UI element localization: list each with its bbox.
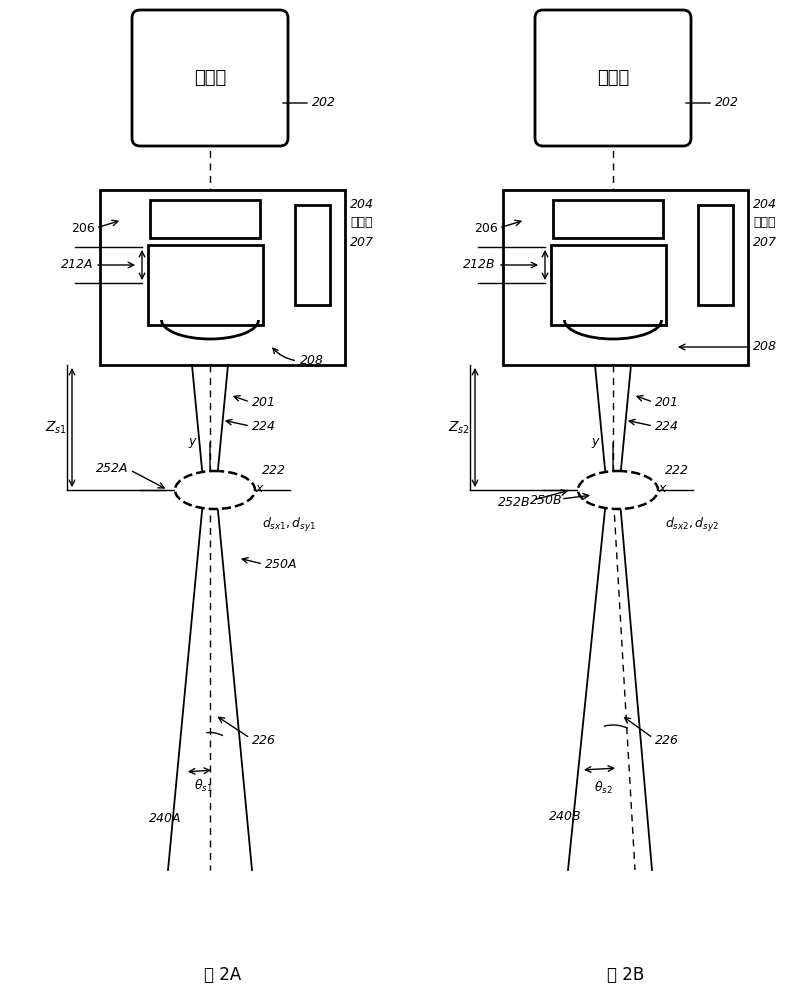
Bar: [503, 190, 748, 365]
Text: 212A: 212A: [60, 258, 93, 271]
Text: x: x: [255, 482, 263, 495]
Text: $Z_{s1}$: $Z_{s1}$: [45, 419, 67, 436]
Text: 204: 204: [350, 198, 374, 211]
Text: 226: 226: [252, 734, 276, 746]
Text: 222: 222: [262, 464, 286, 477]
Text: 207: 207: [350, 236, 374, 249]
Text: 207: 207: [753, 236, 777, 249]
Text: 图 2B: 图 2B: [607, 966, 644, 984]
Text: 240B: 240B: [549, 810, 581, 823]
Text: $d_{sx1},d_{sy1}$: $d_{sx1},d_{sy1}$: [262, 516, 317, 534]
Text: 发射器: 发射器: [597, 69, 629, 87]
Text: 252A: 252A: [95, 462, 128, 475]
Text: 208: 208: [753, 340, 777, 354]
Ellipse shape: [175, 471, 255, 509]
Text: y: y: [592, 436, 599, 448]
Text: y: y: [189, 436, 196, 448]
Text: 201: 201: [655, 396, 679, 410]
Text: 202: 202: [715, 97, 739, 109]
Text: 202: 202: [312, 97, 336, 109]
Bar: [148, 245, 263, 325]
Text: 212B: 212B: [463, 258, 496, 271]
FancyBboxPatch shape: [132, 10, 288, 146]
Text: 250B: 250B: [530, 493, 563, 506]
Text: 222: 222: [665, 464, 689, 477]
FancyBboxPatch shape: [535, 10, 691, 146]
Text: 发射器: 发射器: [194, 69, 226, 87]
Text: 图 2A: 图 2A: [204, 966, 241, 984]
Bar: [100, 190, 345, 365]
Text: 226: 226: [655, 734, 679, 746]
Bar: [150, 200, 260, 238]
Text: $Z_{s2}$: $Z_{s2}$: [448, 419, 470, 436]
Text: 206: 206: [71, 222, 95, 234]
Text: 250A: 250A: [265, 558, 297, 572]
Text: x: x: [658, 482, 666, 495]
Ellipse shape: [578, 471, 658, 509]
Text: 致动器: 致动器: [350, 216, 372, 229]
Text: 206: 206: [474, 222, 498, 234]
Text: 240A: 240A: [149, 812, 181, 825]
Text: 201: 201: [252, 396, 276, 410]
Bar: [553, 200, 663, 238]
Text: 致动器: 致动器: [753, 216, 775, 229]
Text: 224: 224: [655, 420, 679, 434]
Text: $\theta_{s1}$: $\theta_{s1}$: [193, 778, 213, 794]
Bar: [295, 205, 330, 305]
Text: $d_{sx2},d_{sy2}$: $d_{sx2},d_{sy2}$: [665, 516, 719, 534]
Text: 252B: 252B: [498, 495, 531, 508]
Text: 224: 224: [252, 420, 276, 434]
Text: 204: 204: [753, 198, 777, 211]
Bar: [551, 245, 666, 325]
Text: $\theta_{s2}$: $\theta_{s2}$: [593, 780, 613, 796]
Text: 208: 208: [273, 348, 324, 366]
Bar: [698, 205, 733, 305]
